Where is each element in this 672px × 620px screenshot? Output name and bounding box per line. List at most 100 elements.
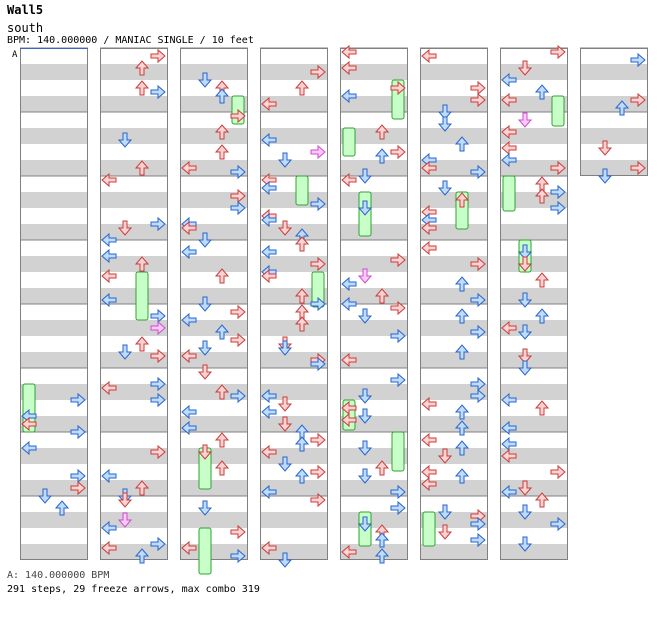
beat-stripe — [500, 288, 568, 304]
beat-stripe — [260, 448, 328, 464]
beat-stripe — [20, 192, 88, 208]
beat-stripe — [420, 240, 488, 256]
beat-stripe — [260, 416, 328, 432]
beat-stripe — [180, 400, 248, 416]
beat-stripe — [180, 96, 248, 112]
freeze-arrow — [455, 191, 469, 230]
beat-stripe — [500, 80, 568, 96]
beat-stripe — [420, 480, 488, 496]
beat-stripe — [500, 544, 568, 560]
beat-stripe — [500, 64, 568, 80]
beat-stripe — [420, 48, 488, 64]
beat-stripe — [20, 48, 88, 64]
beat-stripe — [420, 464, 488, 480]
beat-stripe — [260, 368, 328, 384]
chart-column — [20, 47, 88, 560]
chart-column — [180, 47, 248, 560]
beat-stripe — [500, 464, 568, 480]
beat-stripe — [100, 528, 168, 544]
beat-stripe — [420, 352, 488, 368]
beat-stripe — [20, 96, 88, 112]
freeze-arrow — [342, 127, 356, 157]
beat-stripe — [100, 160, 168, 176]
beat-stripe — [500, 320, 568, 336]
column-border — [100, 48, 168, 560]
beat-stripe — [340, 112, 408, 128]
beat-stripe — [20, 336, 88, 352]
beat-stripe — [20, 352, 88, 368]
beat-stripe — [260, 208, 328, 224]
beat-stripe — [500, 112, 568, 128]
beat-stripe — [500, 432, 568, 448]
beat-stripe — [500, 336, 568, 352]
beat-stripe — [340, 400, 408, 416]
beat-stripe — [20, 80, 88, 96]
chart-column — [260, 47, 328, 560]
beat-stripe — [180, 176, 248, 192]
beat-stripe — [420, 368, 488, 384]
beat-stripe — [260, 256, 328, 272]
beat-stripe — [260, 384, 328, 400]
freeze-arrow — [198, 527, 212, 575]
beat-stripe — [420, 432, 488, 448]
beat-stripe — [420, 304, 488, 320]
beat-stripe — [20, 64, 88, 80]
beat-stripe — [100, 512, 168, 528]
beat-stripe — [260, 48, 328, 64]
beat-stripe — [20, 128, 88, 144]
beat-stripe — [20, 416, 88, 432]
chart-column — [580, 47, 648, 176]
beat-stripe — [20, 544, 88, 560]
beat-stripe — [500, 176, 568, 192]
beat-stripe — [260, 80, 328, 96]
beat-stripe — [100, 320, 168, 336]
beat-stripe — [500, 256, 568, 272]
beat-stripe — [340, 416, 408, 432]
beat-stripe — [500, 240, 568, 256]
beat-stripe — [20, 144, 88, 160]
beat-stripe — [260, 480, 328, 496]
beat-stripe — [20, 320, 88, 336]
beat-stripe — [500, 272, 568, 288]
beat-stripe — [260, 160, 328, 176]
beat-stripe — [260, 400, 328, 416]
freeze-arrow — [502, 175, 516, 212]
beat-stripe — [340, 128, 408, 144]
beat-stripe — [340, 176, 408, 192]
beat-stripe — [180, 288, 248, 304]
beat-stripe — [180, 144, 248, 160]
beat-stripe — [20, 272, 88, 288]
beat-stripe — [500, 480, 568, 496]
beat-stripe — [420, 400, 488, 416]
beat-stripe — [340, 512, 408, 528]
beat-stripe — [580, 80, 648, 96]
beat-stripe — [100, 96, 168, 112]
beat-stripe — [500, 528, 568, 544]
beat-stripe — [180, 432, 248, 448]
beat-stripe — [500, 192, 568, 208]
beat-stripe — [340, 528, 408, 544]
beat-stripe — [420, 336, 488, 352]
beat-stripe — [260, 528, 328, 544]
beat-stripe — [20, 240, 88, 256]
beat-stripe — [100, 192, 168, 208]
beat-stripe — [100, 336, 168, 352]
bpm-footer: A: 140.000000 BPM — [7, 570, 110, 581]
beat-stripe — [100, 256, 168, 272]
beat-stripe — [340, 384, 408, 400]
beat-stripe — [20, 432, 88, 448]
beat-stripe — [340, 448, 408, 464]
beat-stripe — [100, 432, 168, 448]
beat-stripe — [100, 368, 168, 384]
beat-stripe — [260, 544, 328, 560]
beat-stripe — [260, 64, 328, 80]
beat-stripe — [180, 272, 248, 288]
beat-stripe — [180, 80, 248, 96]
beat-stripe — [180, 416, 248, 432]
beat-stripe — [260, 112, 328, 128]
beat-stripe — [500, 416, 568, 432]
beat-stripe — [180, 48, 248, 64]
freeze-arrow — [391, 431, 405, 472]
beat-stripe — [420, 80, 488, 96]
beat-stripe — [340, 192, 408, 208]
